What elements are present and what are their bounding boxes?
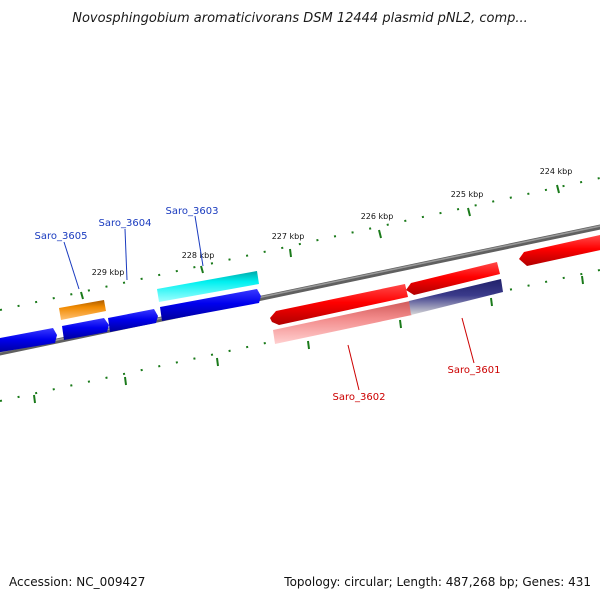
tick-label-225: 225 kbp xyxy=(451,190,484,199)
cds-saro-3605[interactable] xyxy=(62,318,109,340)
outer-tick-ring xyxy=(0,177,600,311)
tick-label-229: 229 kbp xyxy=(92,268,125,277)
orange-feature[interactable] xyxy=(59,300,106,320)
cds-saro-3603[interactable] xyxy=(160,289,261,321)
tick-label-228: 228 kbp xyxy=(182,251,215,260)
gene-label-saro-3603[interactable]: Saro_3603 xyxy=(166,206,219,267)
svg-text:Saro_3604: Saro_3604 xyxy=(99,218,152,229)
tick-label-224: 224 kbp xyxy=(540,167,573,176)
navy-feature[interactable] xyxy=(409,279,503,315)
topology-summary: Topology: circular; Length: 487,268 bp; … xyxy=(283,575,591,589)
svg-text:Saro_3605: Saro_3605 xyxy=(35,231,88,242)
gene-label-saro-3605[interactable]: Saro_3605 xyxy=(35,231,88,290)
cyan-feature[interactable] xyxy=(157,271,259,302)
cds-right-edge[interactable] xyxy=(519,235,600,266)
cds-saro-3604[interactable] xyxy=(108,309,158,332)
tick-label-227: 227 kbp xyxy=(272,232,305,241)
tick-label-226: 226 kbp xyxy=(361,212,394,221)
cds-saro-3602[interactable] xyxy=(270,284,408,325)
cds-left-edge[interactable] xyxy=(0,328,57,353)
cds-saro-3601[interactable] xyxy=(406,262,500,295)
gene-label-saro-3601[interactable]: Saro_3601 xyxy=(448,317,501,376)
pink-feature[interactable] xyxy=(273,301,412,344)
svg-text:Saro_3602: Saro_3602 xyxy=(333,392,386,403)
gene-label-saro-3604[interactable]: Saro_3604 xyxy=(99,218,152,281)
svg-text:Saro_3601: Saro_3601 xyxy=(448,365,501,376)
gene-label-saro-3602[interactable]: Saro_3602 xyxy=(333,344,386,403)
map-title: Novosphingobium aromaticivorans DSM 1244… xyxy=(72,11,528,26)
inner-major-ticks xyxy=(33,275,584,404)
accession-text: Accession: NC_009427 xyxy=(9,575,145,589)
svg-text:Saro_3603: Saro_3603 xyxy=(166,206,219,217)
outer-major-ticks xyxy=(80,184,560,300)
